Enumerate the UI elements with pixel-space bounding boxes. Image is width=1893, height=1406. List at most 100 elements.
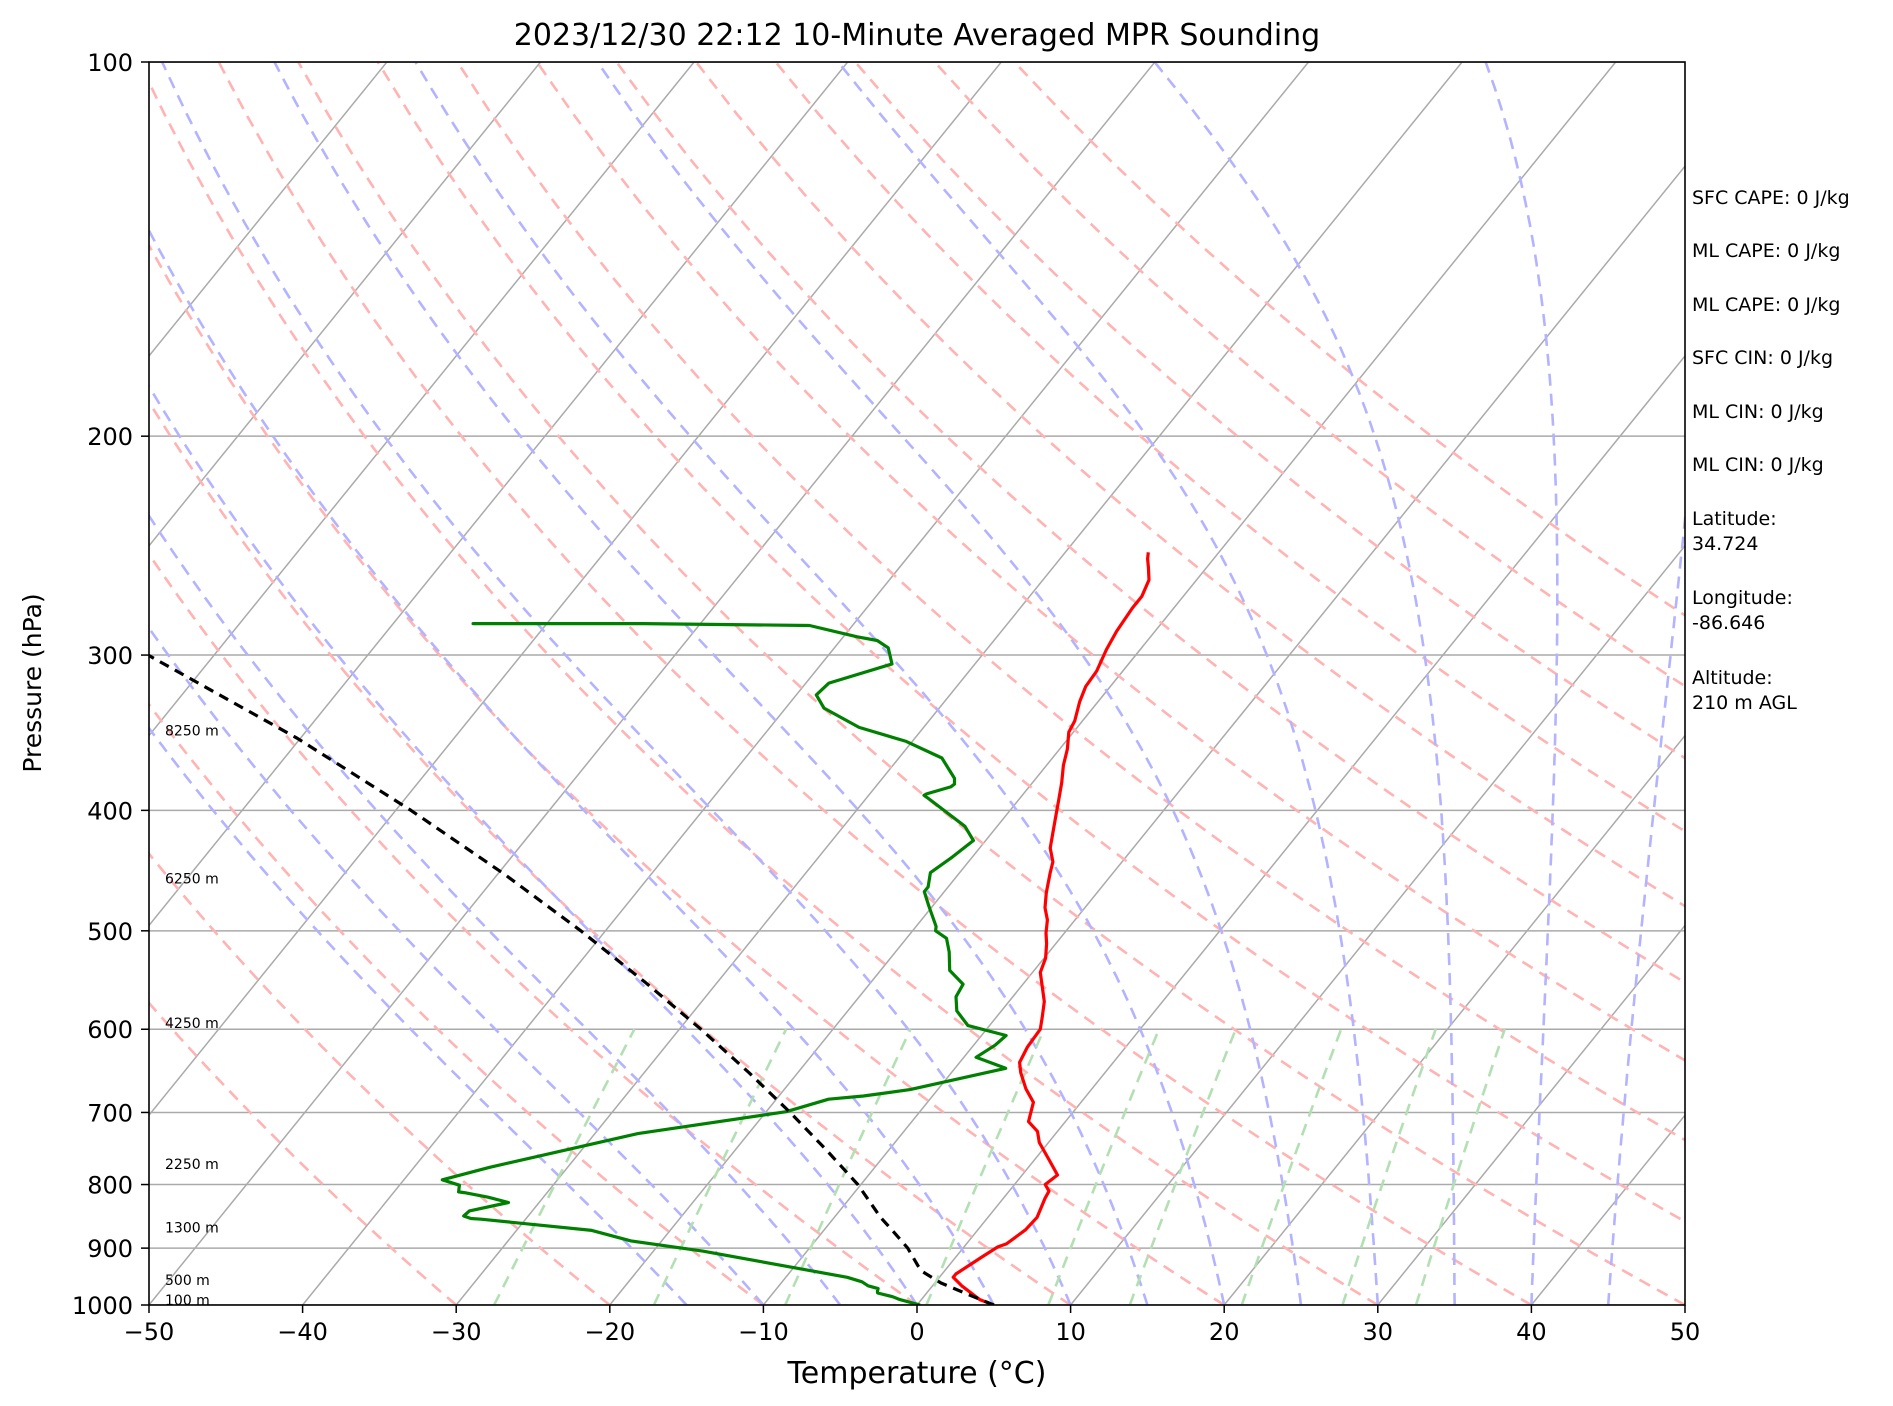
altitude-label: Altitude: [1692,667,1773,689]
isotherm-line [916,354,1685,1305]
y-tick-label: 900 [87,1235,133,1263]
height-label: 500 m [165,1273,210,1289]
dry-adiabat-line [933,62,1685,688]
height-label: 100 m [165,1293,210,1309]
moist-adiabat-line [149,726,688,1305]
x-tick-label: −10 [738,1318,789,1346]
stat-ml-cin-2: ML CIN: 0 J/kg [1692,454,1824,476]
dry-adiabat-line [535,62,1685,1062]
isotherm-line [149,62,542,547]
altitude-value: 210 m AGL [1692,692,1797,714]
moist-adiabat-line [596,62,1303,1305]
x-tick-label: 20 [1209,1318,1240,1346]
temperature-profile-line [951,552,1151,1305]
mixing-ratio-line [652,1028,788,1305]
y-axis-label: Pressure (hPa) [18,593,47,772]
dry-adiabat-line [149,79,1379,1305]
mixing-ratio-line [1414,1028,1506,1305]
isotherm-line [609,62,1617,1305]
mixing-ratio-line [1341,1028,1437,1305]
dry-adiabat-line [149,1001,458,1305]
dry-adiabat-line [854,62,1685,760]
moist-adiabat-line [1606,506,1685,1305]
plot-frame [148,61,1686,1306]
longitude-value: -86.646 [1692,612,1766,634]
y-tick-label: 100 [87,49,133,77]
y-tick-label: 500 [87,918,133,946]
height-label: 1300 m [165,1220,219,1236]
mixing-ratio-line [1047,1028,1161,1305]
dewpoint-profile-line [440,622,1008,1305]
latitude-value: 34.724 [1692,533,1759,555]
x-tick-label: 30 [1363,1318,1394,1346]
dry-adiabat-line [217,62,1533,1305]
stat-ml-cin: ML CIN: 0 J/kg [1692,401,1824,423]
isotherm-line [149,62,1156,1305]
longitude-label: Longitude: [1692,587,1793,609]
x-tick-label: 0 [909,1318,924,1346]
isotherm-line [1070,544,1685,1305]
altitude-block: Altitude: 210 m AGL [1692,666,1797,716]
y-tick-label: 800 [87,1172,133,1200]
x-tick-label: 10 [1055,1318,1086,1346]
chart-title: 2023/12/30 22:12 10-Minute Averaged MPR … [514,18,1320,53]
y-tick-label: 700 [87,1099,133,1127]
isotherm-line [149,62,695,737]
stat-sfc-cape: SFC CAPE: 0 J/kg [1692,187,1850,209]
longitude-block: Longitude: -86.646 [1692,586,1793,636]
mixing-ratio-line [1128,1028,1238,1305]
y-tick-label: 300 [87,642,133,670]
isotherm-line [455,62,1463,1305]
isotherm-line [149,62,849,927]
dry-adiabat-line [149,399,1072,1305]
dry-adiabat-line [774,62,1685,833]
isotherm-line [762,164,1685,1305]
moist-adiabat-line [160,62,1072,1305]
latitude-label: Latitude: [1692,508,1777,530]
height-label: 2250 m [165,1157,219,1173]
isotherm-line [302,62,1310,1305]
x-tick-label: −20 [584,1318,635,1346]
isotherm-line [1377,924,1685,1305]
x-tick-label: −30 [431,1318,482,1346]
dry-adiabat-line [456,62,1685,1142]
height-label: 8250 m [165,724,219,740]
moist-adiabat-line [273,62,1149,1305]
x-tick-label: −40 [277,1318,328,1346]
isotherm-line [149,62,388,358]
x-tick-label: 40 [1516,1318,1547,1346]
stat-ml-cape-2: ML CAPE: 0 J/kg [1692,294,1841,316]
moist-adiabat-line [837,62,1380,1305]
isotherm-line [149,62,1002,1117]
moist-adiabat-line [149,227,995,1305]
dry-adiabat-line [376,62,1685,1224]
moist-adiabat-line [149,625,765,1305]
background-lines [149,62,1685,1305]
y-tick-label: 400 [87,797,133,825]
moist-adiabat-line [149,383,919,1305]
height-label: 6250 m [165,872,219,888]
y-tick-label: 1000 [72,1292,133,1320]
x-tick-label: −50 [124,1318,175,1346]
mixing-ratio-line [784,1028,912,1305]
y-tick-label: 600 [87,1016,133,1044]
parcel-profile-line [149,653,995,1305]
axis-ticks: −50 −40 −30 −20 −10 0 10 20 30 40 50 100 200 300 400 50… [72,49,1700,1346]
moist-adiabat-line [1153,62,1456,1305]
isotherm-line [1223,734,1685,1305]
mixing-ratio-line [925,1028,1046,1305]
x-tick-label: 50 [1670,1318,1701,1346]
latitude-block: Latitude: 34.724 [1692,507,1777,557]
height-label: 4250 m [165,1016,219,1032]
mixing-ratio-line [1240,1028,1343,1305]
dry-adiabat-line [149,242,1225,1305]
dry-adiabat-line [149,702,765,1305]
x-axis-label: Temperature (°C) [787,1356,1047,1391]
dry-adiabat-line [149,552,918,1305]
stat-sfc-cin: SFC CIN: 0 J/kg [1692,347,1834,369]
moist-adiabat-line [149,513,842,1305]
mixing-ratio-line [492,1028,636,1305]
height-labels: 100 m 500 m 1300 m 2250 m 4250 m 6250 m 8250 m [165,724,219,1310]
moist-adiabat-line [414,62,1226,1305]
